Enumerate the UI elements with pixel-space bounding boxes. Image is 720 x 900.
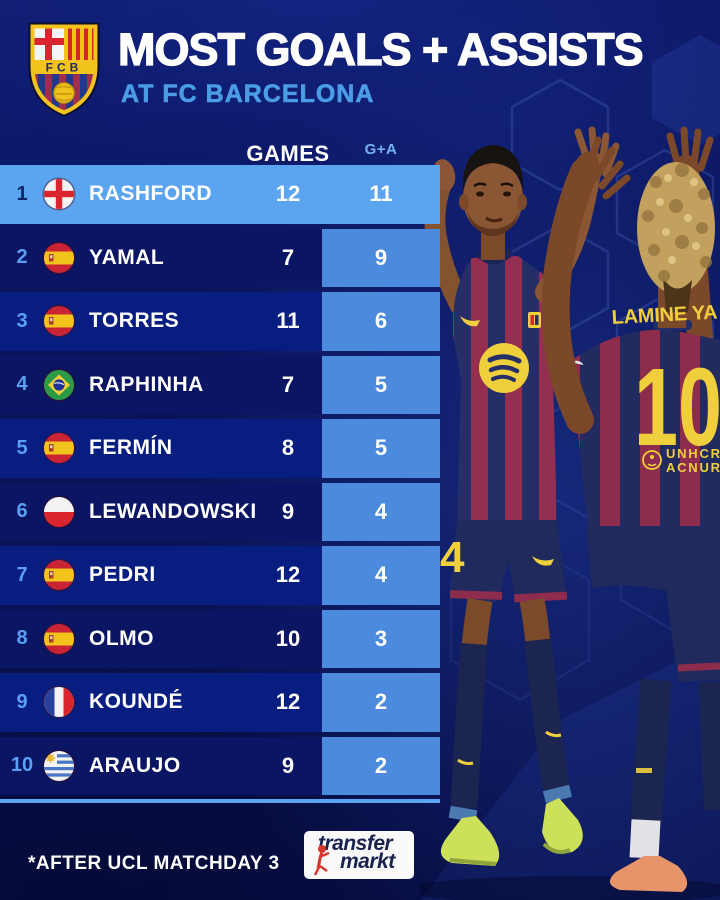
brand-word-bottom: markt	[340, 850, 395, 873]
sponsor-line-2: ACNUR	[666, 460, 720, 475]
player-name: LEWANDOWSKI	[89, 499, 257, 523]
fc-barcelona-crest: FCB	[28, 22, 100, 117]
games-value: 8	[281, 435, 295, 461]
rank-label: 8	[16, 627, 28, 650]
player-front-figure: 4	[424, 126, 620, 866]
transfermarkt-logo: transfer markt	[304, 831, 414, 879]
rank-label: 2	[16, 246, 28, 269]
table-bottom-border	[0, 799, 440, 803]
crest-monogram: FCB	[46, 61, 83, 75]
table-row: 5 FERMÍN 8 5	[0, 419, 440, 478]
player-name: TORRES	[89, 309, 180, 333]
table-row: 4 RAPHINHA 7 5	[0, 355, 440, 414]
table-row: 9 KOUNDÉ 12 2	[0, 673, 440, 732]
table-rows: 1 RASHFORD 12 11 2 YAMAL 7 9 3 TORRES 11 6 4 RAPHINHA…	[0, 165, 440, 795]
player-name: RASHFORD	[89, 182, 212, 206]
rank-label: 3	[16, 309, 28, 332]
footnote: *AFTER UCL MATCHDAY 3	[28, 853, 280, 874]
player-name: PEDRI	[89, 563, 156, 587]
games-value: 9	[281, 498, 295, 524]
player-name: RAPHINHA	[89, 372, 204, 396]
ga-value: 2	[322, 736, 440, 795]
shirt-sponsor: UNHCR ACNUR	[642, 446, 720, 475]
page-title: MOST GOALS + ASSISTS	[117, 23, 644, 75]
table-row: 10 ARAUJO 9 2	[0, 736, 440, 795]
games-value: 12	[275, 689, 301, 715]
player-name: OLMO	[89, 626, 154, 650]
ga-value: 6	[322, 292, 440, 351]
players-photo: 4	[420, 126, 720, 900]
games-value: 7	[281, 244, 295, 270]
rank-label: 10	[10, 754, 34, 777]
flag-england-icon	[44, 179, 74, 210]
ga-value: 9	[322, 228, 440, 287]
table-row: 3 TORRES 11 6	[0, 292, 440, 351]
flag-spain-icon	[44, 242, 74, 273]
page-subtitle: AT FC BARCELONA	[121, 80, 375, 109]
rank-label: 7	[16, 563, 28, 586]
table-row: 2 YAMAL 7 9	[0, 228, 440, 287]
table-row: 6 LEWANDOWSKI 9 4	[0, 482, 440, 541]
kicker-figure-icon	[313, 845, 330, 876]
games-value: 7	[281, 371, 295, 397]
games-value: 10	[275, 625, 301, 651]
ga-value: 5	[322, 355, 440, 414]
rank-label: 4	[16, 373, 28, 396]
table-row: 7 PEDRI 12 4	[0, 546, 440, 605]
table-row: 1 RASHFORD 12 11	[0, 165, 440, 224]
player-name: FERMÍN	[89, 436, 173, 460]
flag-uruguay-icon	[44, 750, 74, 781]
ga-value: 5	[322, 419, 440, 478]
games-value: 12	[275, 562, 301, 588]
games-value: 11	[276, 308, 300, 334]
games-value: 9	[281, 752, 295, 778]
column-header-ga: G+A	[364, 141, 398, 158]
rank-label: 6	[16, 500, 28, 523]
flag-spain-icon	[44, 433, 74, 464]
ga-value: 4	[322, 482, 440, 541]
flag-spain-icon	[44, 560, 74, 591]
player-name: YAMAL	[89, 245, 165, 269]
player-name: ARAUJO	[89, 753, 181, 777]
ga-value: 3	[322, 609, 440, 668]
table-row: 8 OLMO 10 3	[0, 609, 440, 668]
player-back-figure: LAMINE YA 10 UNHCR ACNUR	[541, 126, 720, 892]
sponsor-line-1: UNHCR	[666, 446, 720, 461]
shirt-back-number: 10	[634, 346, 720, 469]
nike-swoosh-icon	[460, 316, 480, 327]
rank-label: 5	[16, 436, 28, 459]
rank-label: 1	[16, 182, 28, 205]
flag-brazil-icon	[44, 369, 74, 400]
ga-value: 11	[369, 181, 393, 207]
flag-poland-icon	[44, 496, 74, 527]
column-header-games: GAMES	[246, 141, 330, 166]
flag-france-icon	[44, 687, 74, 718]
ga-value: 2	[322, 673, 440, 732]
ga-value: 4	[322, 546, 440, 605]
player-name: KOUNDÉ	[89, 690, 184, 714]
shorts-number: 4	[440, 533, 465, 582]
flag-spain-icon	[44, 623, 74, 654]
brand-word-top: transfer	[318, 832, 393, 855]
games-value: 12	[275, 181, 301, 207]
flag-spain-icon	[44, 306, 74, 337]
crest-patch-icon	[528, 312, 541, 328]
rank-label: 9	[16, 690, 28, 713]
